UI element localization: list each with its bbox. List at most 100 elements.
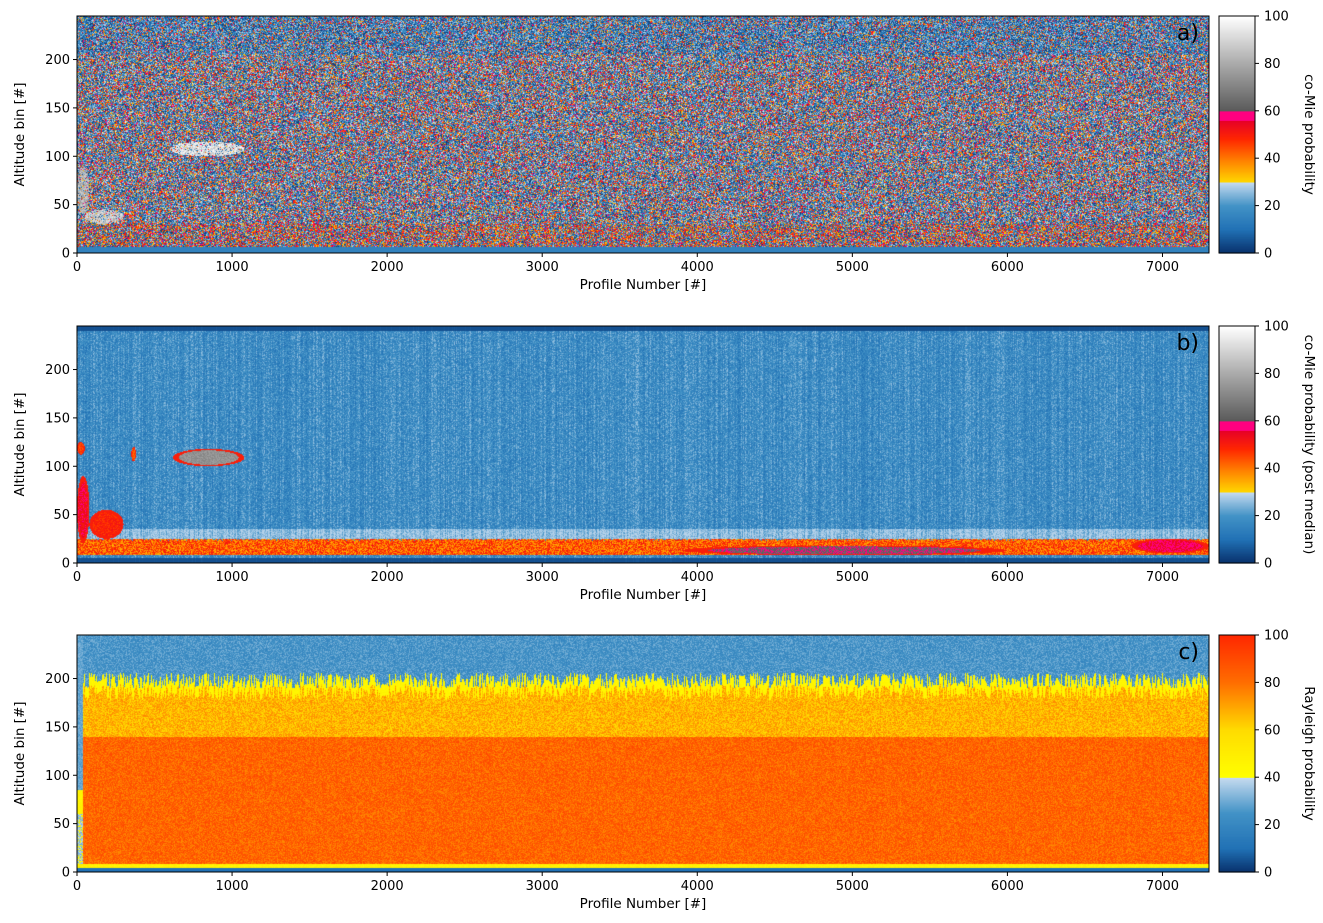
colorbar-band <box>1219 855 1255 858</box>
colorbar-band <box>1219 186 1255 189</box>
colorbar-band <box>1219 439 1255 442</box>
colorbar-band <box>1219 848 1255 851</box>
colorbar-band <box>1219 378 1255 380</box>
colorbar-band <box>1219 710 1255 713</box>
colorbar-band <box>1219 248 1255 251</box>
colorbar: 0 20 40 60 80 100 Rayleigh probability <box>1218 629 1317 881</box>
colorbar-band <box>1219 700 1255 702</box>
colorbar-band <box>1219 94 1255 96</box>
colorbar-band <box>1219 209 1255 211</box>
colorbar-band <box>1219 45 1255 48</box>
colorbar-band <box>1219 747 1255 750</box>
colorbar-band <box>1219 665 1255 668</box>
colorbar-band <box>1219 798 1255 801</box>
colorbar-band <box>1219 232 1255 235</box>
colorbar-band <box>1219 637 1255 640</box>
colorbar-band <box>1219 681 1255 683</box>
colorbar-band <box>1219 803 1255 806</box>
colorbar-band <box>1219 408 1255 411</box>
colorbar-band <box>1219 394 1255 397</box>
colorbar-band <box>1219 64 1255 67</box>
colorbar-band <box>1219 772 1255 775</box>
colorbar-band <box>1219 485 1255 488</box>
colorbar-band <box>1219 368 1255 371</box>
colorbar-band <box>1219 40 1255 43</box>
x-axis-label: Profile Number [#] <box>580 277 707 293</box>
colorbar-band <box>1219 481 1255 484</box>
colorbar-band <box>1219 148 1255 151</box>
colorbar-frame <box>1218 634 1256 873</box>
colorbar-band <box>1219 129 1255 132</box>
colorbar-band <box>1219 719 1255 721</box>
colorbar-band <box>1219 69 1255 72</box>
colorbar-band <box>1219 694 1255 697</box>
colorbar-band <box>1219 528 1255 531</box>
colorbar-band <box>1219 413 1255 416</box>
colorbar-band <box>1219 742 1255 745</box>
colorbar-tick-label: 60 <box>1264 104 1281 119</box>
x-tick-label: 1000 <box>216 260 249 275</box>
colorbar-band <box>1219 403 1255 405</box>
y-tick-label: 100 <box>45 769 70 784</box>
colorbar-band <box>1219 691 1255 694</box>
colorbar-band <box>1219 50 1255 53</box>
colorbar-band <box>1219 79 1255 82</box>
colorbar-band <box>1219 698 1255 701</box>
colorbar-band <box>1219 520 1255 523</box>
colorbar-band <box>1219 500 1255 502</box>
colorbar-band <box>1219 430 1255 433</box>
colorbar-band <box>1219 57 1255 60</box>
colorbar-band <box>1219 331 1255 334</box>
colorbar-band <box>1219 204 1255 207</box>
colorbar-band <box>1219 463 1255 466</box>
colorbar-band <box>1219 649 1255 652</box>
colorbar-band <box>1219 373 1255 376</box>
colorbar-band <box>1219 658 1255 661</box>
colorbar-band <box>1219 751 1255 753</box>
colorbar-band <box>1219 755 1255 758</box>
colorbar-band <box>1219 545 1255 548</box>
colorbar-band <box>1219 483 1255 486</box>
colorbar-band <box>1219 736 1255 739</box>
colorbar-band <box>1219 375 1255 378</box>
colorbar-band <box>1219 661 1255 663</box>
colorbar-band <box>1219 462 1255 465</box>
colorbar-band <box>1219 834 1255 836</box>
colorbar-band <box>1219 451 1255 454</box>
colorbar-band <box>1219 774 1255 777</box>
colorbar-band <box>1219 362 1255 365</box>
colorbar-band <box>1219 59 1255 62</box>
colorbar-band <box>1219 238 1255 241</box>
colorbar-band <box>1219 662 1255 665</box>
colorbar-band <box>1219 174 1255 177</box>
colorbar-band <box>1219 532 1255 534</box>
colorbar-band <box>1219 465 1255 468</box>
colorbar-band <box>1219 356 1255 359</box>
colorbar-band <box>1219 75 1255 78</box>
colorbar-band <box>1219 536 1255 539</box>
colorbar-band <box>1219 412 1255 415</box>
colorbar-band <box>1219 55 1255 57</box>
colorbar-band <box>1219 496 1255 499</box>
y-axis-label: Altitude bin [#] <box>12 82 28 186</box>
colorbar-band <box>1219 367 1255 370</box>
colorbar-band <box>1219 764 1255 766</box>
x-tick-label: 0 <box>73 260 81 275</box>
colorbar-band <box>1219 738 1255 740</box>
colorbar-band <box>1219 806 1255 809</box>
colorbar-band <box>1219 656 1255 659</box>
colorbar-band <box>1219 128 1255 131</box>
colorbar-band <box>1219 210 1255 213</box>
colorbar-tick-label: 40 <box>1264 152 1281 167</box>
colorbar-band <box>1219 138 1255 140</box>
colorbar-band <box>1219 177 1255 179</box>
colorbar-band <box>1219 49 1255 51</box>
x-axis-label: Profile Number [#] <box>580 587 707 603</box>
colorbar-band <box>1219 381 1255 384</box>
colorbar-band <box>1219 158 1255 160</box>
colorbar-band <box>1219 791 1255 794</box>
colorbar-band <box>1219 506 1255 508</box>
panel-c: 0 1000 2000 3000 4000 5000 6000 700005010015020… <box>12 629 1317 913</box>
colorbar-band <box>1219 231 1255 234</box>
colorbar-band <box>1219 442 1255 444</box>
